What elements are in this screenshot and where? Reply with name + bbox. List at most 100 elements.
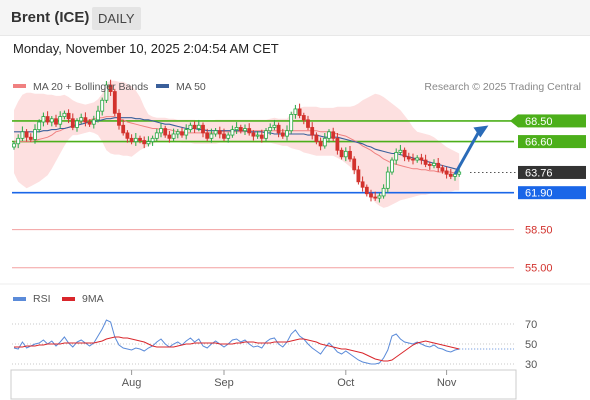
candle-body [259,134,264,139]
candle-body [247,128,252,134]
candle-body [390,159,394,173]
candle-body [280,132,285,137]
candle-body [423,159,428,165]
candle-body [184,129,189,136]
candle-body [406,156,411,160]
candle-body [360,181,365,188]
candle-body [192,124,197,129]
candle-body [335,137,340,151]
candle-body [238,127,243,132]
candle-body [45,116,50,123]
candle-body [318,141,323,147]
candle-body [180,131,184,136]
candle-body [171,133,176,139]
candle-body [12,143,16,148]
x-tick-label: Sep [214,377,234,389]
candle-body [415,157,420,161]
candle-body [306,119,310,128]
level-label: 58.50 [525,225,553,237]
candle-body [209,133,214,139]
candle-body [314,134,319,142]
candle-body [188,124,193,131]
candle-body [255,134,260,137]
candle-body [297,108,302,116]
candle-body [49,118,54,123]
candle-body [230,129,235,136]
candle-body [310,127,315,136]
candle-body [331,131,336,139]
candle-body [440,167,445,172]
level-label: 61.90 [525,188,553,200]
candle-body [104,84,109,101]
candle-body [150,137,155,142]
level-label: 55.00 [525,263,553,275]
candle-body [356,169,361,183]
forecast-arrow-shaft [453,131,480,175]
resistance-pointer [510,114,518,128]
candle-body [142,140,147,145]
x-tick-label: Oct [337,377,354,389]
candle-body [167,134,172,139]
candle-body [348,150,352,160]
candle-body [41,116,46,123]
candle-body [121,124,126,134]
rsi-tick-label: 30 [525,359,537,371]
candle-body [293,108,298,115]
level-label: 66.60 [525,137,553,149]
candle-body [62,112,67,117]
candle-body [24,131,29,138]
candle-body [226,134,231,139]
candle-body [79,117,84,122]
candle-body [133,137,138,142]
candle-body [96,110,100,121]
rsi-9ma-line [14,336,460,362]
candle-body [251,132,256,137]
level-tag-66.60 [518,135,586,149]
candle-body [154,132,159,139]
candle-body [289,114,294,132]
candle-body [444,170,449,175]
forecast-arrow-head [473,125,489,138]
candle-body [87,121,92,125]
candle-body [125,132,130,139]
candle-body [343,150,348,158]
rsi-legend-label: 9MA [82,293,104,305]
candle-body [58,116,63,125]
candle-body [83,117,88,123]
candle-body [112,91,117,114]
candle-body [398,149,403,153]
candle-body [322,137,327,147]
legend-swatch [13,84,26,88]
rsi-legend-swatch [13,297,26,301]
candle-body [243,128,247,132]
candle-body [385,171,390,189]
candle-body [217,130,222,135]
candle-body [117,112,121,126]
rsi-tick-label: 70 [525,319,537,331]
candle-body [222,133,226,139]
candle-body [377,195,382,199]
candle-body [394,152,399,161]
candle-body [268,127,273,132]
candle-body [129,137,134,142]
chart-credit: Research © 2025 Trading Central [424,81,581,93]
candle-body [205,132,210,139]
candle-body [432,162,436,166]
period-selector[interactable]: DAILY [92,7,141,30]
legend-label: MA 50 [176,81,206,93]
chart-header: Brent (ICE) DAILY [0,0,590,36]
candle-body [213,130,218,135]
legend-swatch [156,84,169,88]
bollinger-band [14,80,460,208]
last-price-tag [518,165,586,179]
candle-body [327,131,331,139]
candle-body [264,130,268,139]
candle-body [419,157,424,161]
candle-body [196,124,201,129]
candle-body [301,115,306,121]
level-label: 68.50 [525,116,553,128]
candle-body [402,149,407,158]
timestamp: Monday, November 10, 2025 2:04:54 AM CET [13,41,279,56]
candle-body [352,158,357,171]
